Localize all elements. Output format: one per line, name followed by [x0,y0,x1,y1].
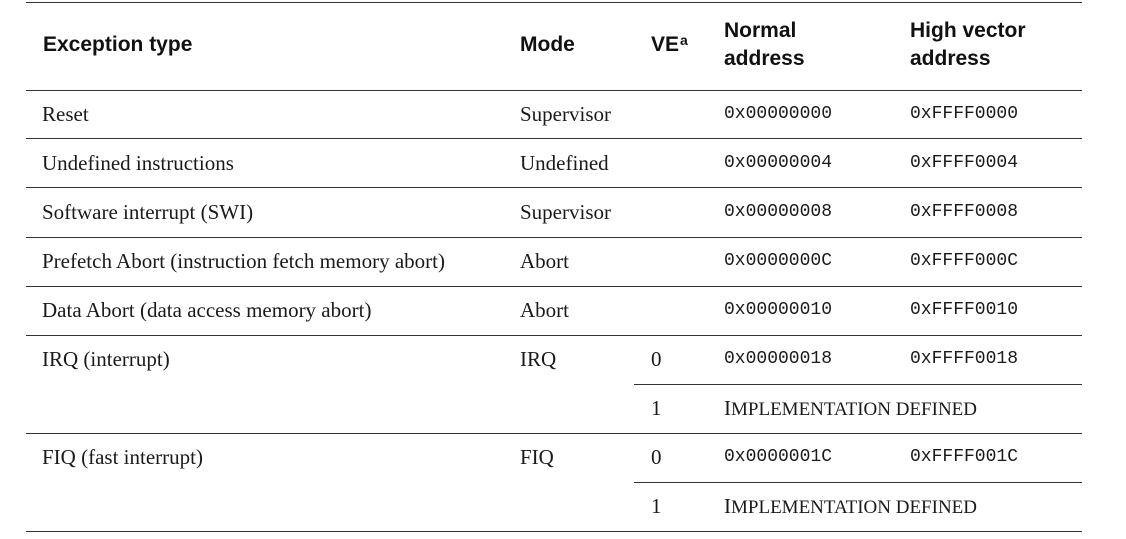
row-exception: Undefined instructions [42,151,234,175]
header-bottom-rule [26,90,1082,91]
row-high-address: 0xFFFF0018 [910,349,1019,369]
row-normal-address: 0x00000000 [724,104,833,124]
row-normal-address: 0x0000000C [724,251,833,271]
header-ve-label: VE [651,33,680,56]
row-ve: 1 [651,396,662,420]
row-divider [26,187,1082,188]
row-high-address: 0xFFFF0000 [910,104,1019,124]
partial-row-divider [634,384,1082,385]
row-exception: IRQ (interrupt) [42,347,170,371]
row-high-address: 0xFFFF0010 [910,300,1019,320]
table-bottom-rule [26,531,1082,532]
header-ve-footnote-marker: a [680,32,688,48]
impl-first-letter: I [724,396,731,420]
row-ve: 1 [651,494,662,518]
row-mode: Supervisor [520,200,611,224]
row-exception: Prefetch Abort (instruction fetch memory… [42,249,445,273]
row-normal-address: 0x00000010 [724,300,833,320]
header-high-line1: High vector [910,19,1026,42]
row-high-address: 0xFFFF001C [910,447,1019,467]
row-implementation-defined: IMPLEMENTATION DEFINED [724,395,977,423]
header-high-line2: address [910,47,991,70]
row-mode: Undefined [520,151,609,175]
header-exception-type: Exception type [43,33,193,56]
row-mode: Supervisor [520,102,611,126]
row-exception: Reset [42,102,89,126]
header-normal-line1: Normal [724,19,797,42]
row-mode: IRQ [520,347,557,371]
row-high-address: 0xFFFF000C [910,251,1019,271]
row-exception: FIQ (fast interrupt) [42,445,203,469]
row-divider [26,138,1082,139]
row-ve: 0 [651,347,662,371]
row-divider [26,286,1082,287]
row-normal-address: 0x00000018 [724,349,833,369]
row-mode: Abort [520,249,569,273]
row-normal-address: 0x0000001C [724,447,833,467]
row-normal-address: 0x00000004 [724,153,833,173]
table-top-rule [26,2,1082,3]
impl-rest: MPLEMENTATION DEFINED [731,399,977,420]
row-divider [26,433,1082,434]
row-exception: Software interrupt (SWI) [42,200,254,224]
row-high-address: 0xFFFF0008 [910,202,1019,222]
header-normal-line2: address [724,47,805,70]
row-normal-address: 0x00000008 [724,202,833,222]
header-high-vector-address: High vector address [910,17,1026,73]
row-exception: Data Abort (data access memory abort) [42,298,372,322]
row-mode: Abort [520,298,569,322]
impl-first-letter: I [724,494,731,518]
impl-rest: MPLEMENTATION DEFINED [731,497,977,518]
row-high-address: 0xFFFF0004 [910,153,1019,173]
row-mode: FIQ [520,445,554,469]
row-divider [26,335,1082,336]
header-ve: VEa [651,31,688,59]
partial-row-divider [634,482,1082,483]
row-implementation-defined: IMPLEMENTATION DEFINED [724,493,977,521]
header-normal-address: Normal address [724,17,805,73]
row-ve: 0 [651,445,662,469]
header-mode: Mode [520,33,575,56]
row-divider [26,237,1082,238]
